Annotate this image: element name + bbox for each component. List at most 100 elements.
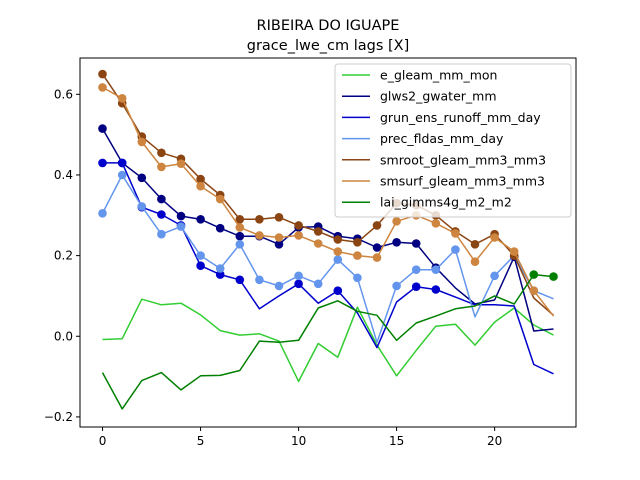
legend-label-e_gleam_mm_mon: e_gleam_mm_mon: [380, 68, 497, 83]
data-point-glws2_gwater_mm-16: [411, 239, 421, 248]
legend-label-smsurf_gleam_mm3_mm3: smsurf_gleam_mm3_mm3: [380, 174, 545, 189]
chart-subtitle: grace_lwe_cm lags [X]: [247, 38, 410, 54]
data-point-grun_ens_runoff_mm_day-3: [157, 210, 166, 219]
data-point-glws2_gwater_mm-0: [98, 124, 107, 133]
data-point-grun_ens_runoff_mm_day-1: [117, 158, 127, 168]
data-point-prec_fldas_mm_day-2: [137, 202, 147, 211]
x-tick-label: 0: [99, 434, 107, 448]
data-point-smsurf_gleam_mm3_mm3-3: [157, 162, 166, 172]
data-point-prec_fldas_mm_day-3: [157, 229, 166, 239]
y-tick-label: 0.4: [54, 168, 73, 182]
data-point-smsurf_gleam_mm3_mm3-19: [470, 257, 480, 267]
data-point-smsurf_gleam_mm3_mm3-14: [372, 253, 382, 262]
legend-label-prec_fldas_mm_day: prec_fldas_mm_day: [380, 131, 504, 146]
data-point-smsurf_gleam_mm3_mm3-1: [117, 94, 127, 103]
legend-label-lai_gimms4g_m2_m2: lai_gimms4g_m2_m2: [380, 195, 512, 210]
data-point-smsurf_gleam_mm3_mm3-12: [333, 247, 343, 256]
data-point-prec_fldas_mm_day-18: [451, 245, 460, 254]
data-point-smroot_gleam_mm3_mm3-7: [235, 215, 245, 224]
data-point-smsurf_gleam_mm3_mm3-20: [490, 233, 499, 242]
x-tick-label: 5: [197, 434, 205, 448]
data-point-grun_ens_runoff_mm_day-16: [411, 282, 421, 292]
legend-box: [334, 63, 572, 218]
data-point-smroot_gleam_mm3_mm3-0: [98, 69, 107, 79]
x-tick-label: 10: [291, 434, 306, 448]
y-tick-label: 0.2: [54, 249, 73, 263]
data-point-smroot_gleam_mm3_mm3-10: [294, 221, 303, 230]
legend-label-smroot_gleam_mm3_mm3: smroot_gleam_mm3_mm3: [380, 152, 546, 167]
data-point-glws2_gwater_mm-3: [157, 194, 166, 204]
data-point-prec_fldas_mm_day-17: [431, 265, 441, 275]
legend: e_gleam_mm_mon glws2_gwater_mm grun_ens_ru…: [334, 63, 572, 218]
data-point-lai_gimms4g_m2_m2-22: [529, 270, 539, 279]
data-point-prec_fldas_mm_day-5: [196, 251, 205, 260]
data-point-prec_fldas_mm_day-9: [274, 281, 284, 291]
data-point-prec_fldas_mm_day-11: [313, 279, 323, 289]
data-point-smsurf_gleam_mm3_mm3-2: [137, 137, 147, 147]
data-point-smroot_gleam_mm3_mm3-8: [255, 215, 264, 224]
data-point-prec_fldas_mm_day-20: [490, 271, 499, 281]
data-point-prec_fldas_mm_day-8: [255, 275, 264, 285]
data-point-smroot_gleam_mm3_mm3-11: [313, 227, 323, 236]
x-tick-label: 15: [389, 434, 404, 448]
data-point-smsurf_gleam_mm3_mm3-17: [431, 219, 441, 228]
data-point-smroot_gleam_mm3_mm3-13: [353, 238, 362, 247]
data-point-smsurf_gleam_mm3_mm3-5: [196, 181, 205, 191]
data-point-smroot_gleam_mm3_mm3-3: [157, 148, 166, 158]
axes-layer: 0 5 10 15 20 −0.2 0.0 0.2 0.4 0.6: [44, 87, 502, 448]
series-line-lai_gimms4g_m2_m2: [101, 273, 554, 410]
data-point-prec_fldas_mm_day-15: [392, 281, 401, 291]
data-point-smsurf_gleam_mm3_mm3-7: [235, 223, 245, 232]
data-point-grun_ens_runoff_mm_day-17: [431, 285, 441, 294]
data-point-smsurf_gleam_mm3_mm3-13: [353, 251, 362, 260]
data-point-grun_ens_runoff_mm_day-0: [98, 158, 107, 168]
data-point-smsurf_gleam_mm3_mm3-18: [451, 229, 460, 238]
data-point-prec_fldas_mm_day-6: [215, 264, 225, 273]
data-point-glws2_gwater_mm-2: [137, 173, 147, 183]
data-point-smsurf_gleam_mm3_mm3-11: [313, 239, 323, 248]
data-point-prec_fldas_mm_day-7: [235, 240, 245, 249]
legend-label-grun_ens_runoff_mm_day: grun_ens_runoff_mm_day: [380, 110, 541, 125]
data-point-smsurf_gleam_mm3_mm3-8: [255, 231, 264, 240]
data-point-glws2_gwater_mm-6: [215, 223, 225, 233]
plot-frame: [79, 57, 577, 428]
data-point-prec_fldas_mm_day-4: [176, 222, 186, 231]
data-point-smsurf_gleam_mm3_mm3-21: [509, 247, 519, 256]
data-point-smsurf_gleam_mm3_mm3-22: [529, 286, 539, 296]
data-point-prec_fldas_mm_day-1: [117, 170, 127, 180]
data-point-smroot_gleam_mm3_mm3-14: [372, 221, 382, 230]
data-point-smsurf_gleam_mm3_mm3-4: [176, 159, 186, 168]
y-tick-label: 0.0: [54, 329, 73, 343]
data-point-glws2_gwater_mm-4: [176, 211, 186, 221]
data-point-glws2_gwater_mm-14: [372, 243, 382, 252]
series-line-e_gleam_mm_mon: [102, 298, 554, 383]
data-point-smroot_gleam_mm3_mm3-5: [196, 174, 205, 184]
series-line-glws2_gwater_mm: [101, 128, 554, 332]
y-tick-label: −0.2: [44, 410, 73, 424]
data-point-grun_ens_runoff_mm_day-12: [333, 286, 343, 296]
data-point-smsurf_gleam_mm3_mm3-10: [294, 231, 303, 240]
data-point-glws2_gwater_mm-5: [196, 215, 205, 224]
data-point-smroot_gleam_mm3_mm3-19: [470, 240, 480, 249]
data-point-smsurf_gleam_mm3_mm3-0: [98, 83, 107, 92]
data-point-grun_ens_runoff_mm_day-6: [215, 270, 225, 279]
y-tick-label: 0.6: [54, 87, 73, 101]
data-point-smsurf_gleam_mm3_mm3-15: [392, 217, 401, 226]
data-point-prec_fldas_mm_day-10: [294, 271, 303, 281]
data-point-glws2_gwater_mm-7: [235, 231, 245, 241]
data-point-smroot_gleam_mm3_mm3-12: [333, 235, 343, 244]
data-point-lai_gimms4g_m2_m2-23: [549, 272, 558, 281]
data-point-prec_fldas_mm_day-13: [353, 273, 362, 283]
data-point-prec_fldas_mm_day-12: [333, 255, 343, 264]
data-point-smsurf_gleam_mm3_mm3-9: [274, 233, 284, 242]
data-point-grun_ens_runoff_mm_day-5: [196, 261, 205, 271]
data-point-prec_fldas_mm_day-0: [98, 209, 107, 218]
data-point-prec_fldas_mm_day-16: [411, 265, 421, 275]
data-point-glws2_gwater_mm-15: [392, 238, 401, 247]
data-point-glws2_gwater_mm-9: [274, 240, 284, 249]
legend-label-glws2_gwater_mm: glws2_gwater_mm: [380, 89, 497, 104]
data-point-grun_ens_runoff_mm_day-7: [235, 275, 245, 285]
x-tick-label: 20: [487, 434, 502, 448]
data-point-smroot_gleam_mm3_mm3-9: [274, 213, 284, 222]
